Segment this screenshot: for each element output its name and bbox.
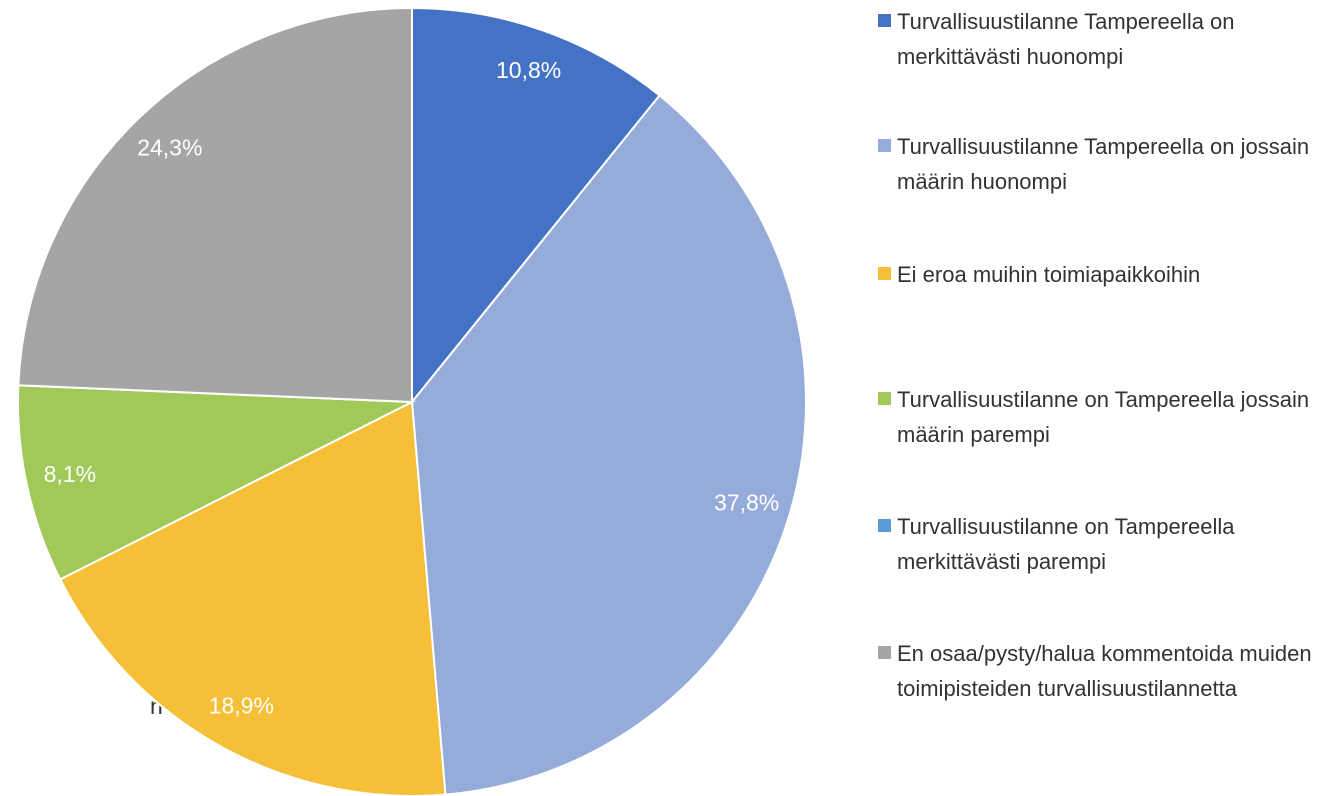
- pie-slice: [411, 6, 661, 405]
- pie-slice: [17, 384, 416, 581]
- data-label: 8,1%: [44, 461, 96, 487]
- data-label: 37,8%: [714, 490, 779, 516]
- legend-swatch: [878, 14, 891, 27]
- legend-label: Turvallisuustilanne on Tampereella jossa…: [897, 387, 1310, 447]
- pie-slice: [17, 6, 413, 404]
- chart: n 10,8%37,8%18,9%8,1%24,3%: [17, 6, 807, 796]
- legend-swatch: [878, 392, 891, 405]
- legend-item: Turvallisuustilanne on Tampereella jossa…: [876, 382, 1336, 452]
- data-label: 24,3%: [137, 134, 202, 160]
- legend-item: Ei eroa muihin toimiapaikkoihin: [876, 257, 1336, 292]
- legend-swatch: [878, 139, 891, 152]
- legend-label: En osaa/pysty/halua kommentoida muiden t…: [897, 641, 1312, 701]
- pie-slice: [410, 94, 807, 796]
- data-label: 18,9%: [209, 693, 274, 719]
- pie-slice: [58, 400, 447, 796]
- legend-label: Turvallisuustilanne Tampereella on jossa…: [897, 134, 1310, 194]
- legend-label: Turvallisuustilanne on Tampereella merki…: [897, 514, 1235, 574]
- legend-item: Turvallisuustilanne Tampereella on merki…: [876, 4, 1336, 74]
- legend-item: Turvallisuustilanne Tampereella on jossa…: [876, 129, 1336, 199]
- legend-swatch: [878, 519, 891, 532]
- legend-label: Ei eroa muihin toimiapaikkoihin: [897, 262, 1201, 287]
- legend-item: Turvallisuustilanne on Tampereella merki…: [876, 509, 1336, 579]
- legend-swatch: [878, 267, 891, 280]
- data-label: 10,8%: [496, 57, 561, 83]
- legend-item: En osaa/pysty/halua kommentoida muiden t…: [876, 636, 1336, 706]
- legend-label: Turvallisuustilanne Tampereella on merki…: [897, 9, 1235, 69]
- legend-swatch: [878, 646, 891, 659]
